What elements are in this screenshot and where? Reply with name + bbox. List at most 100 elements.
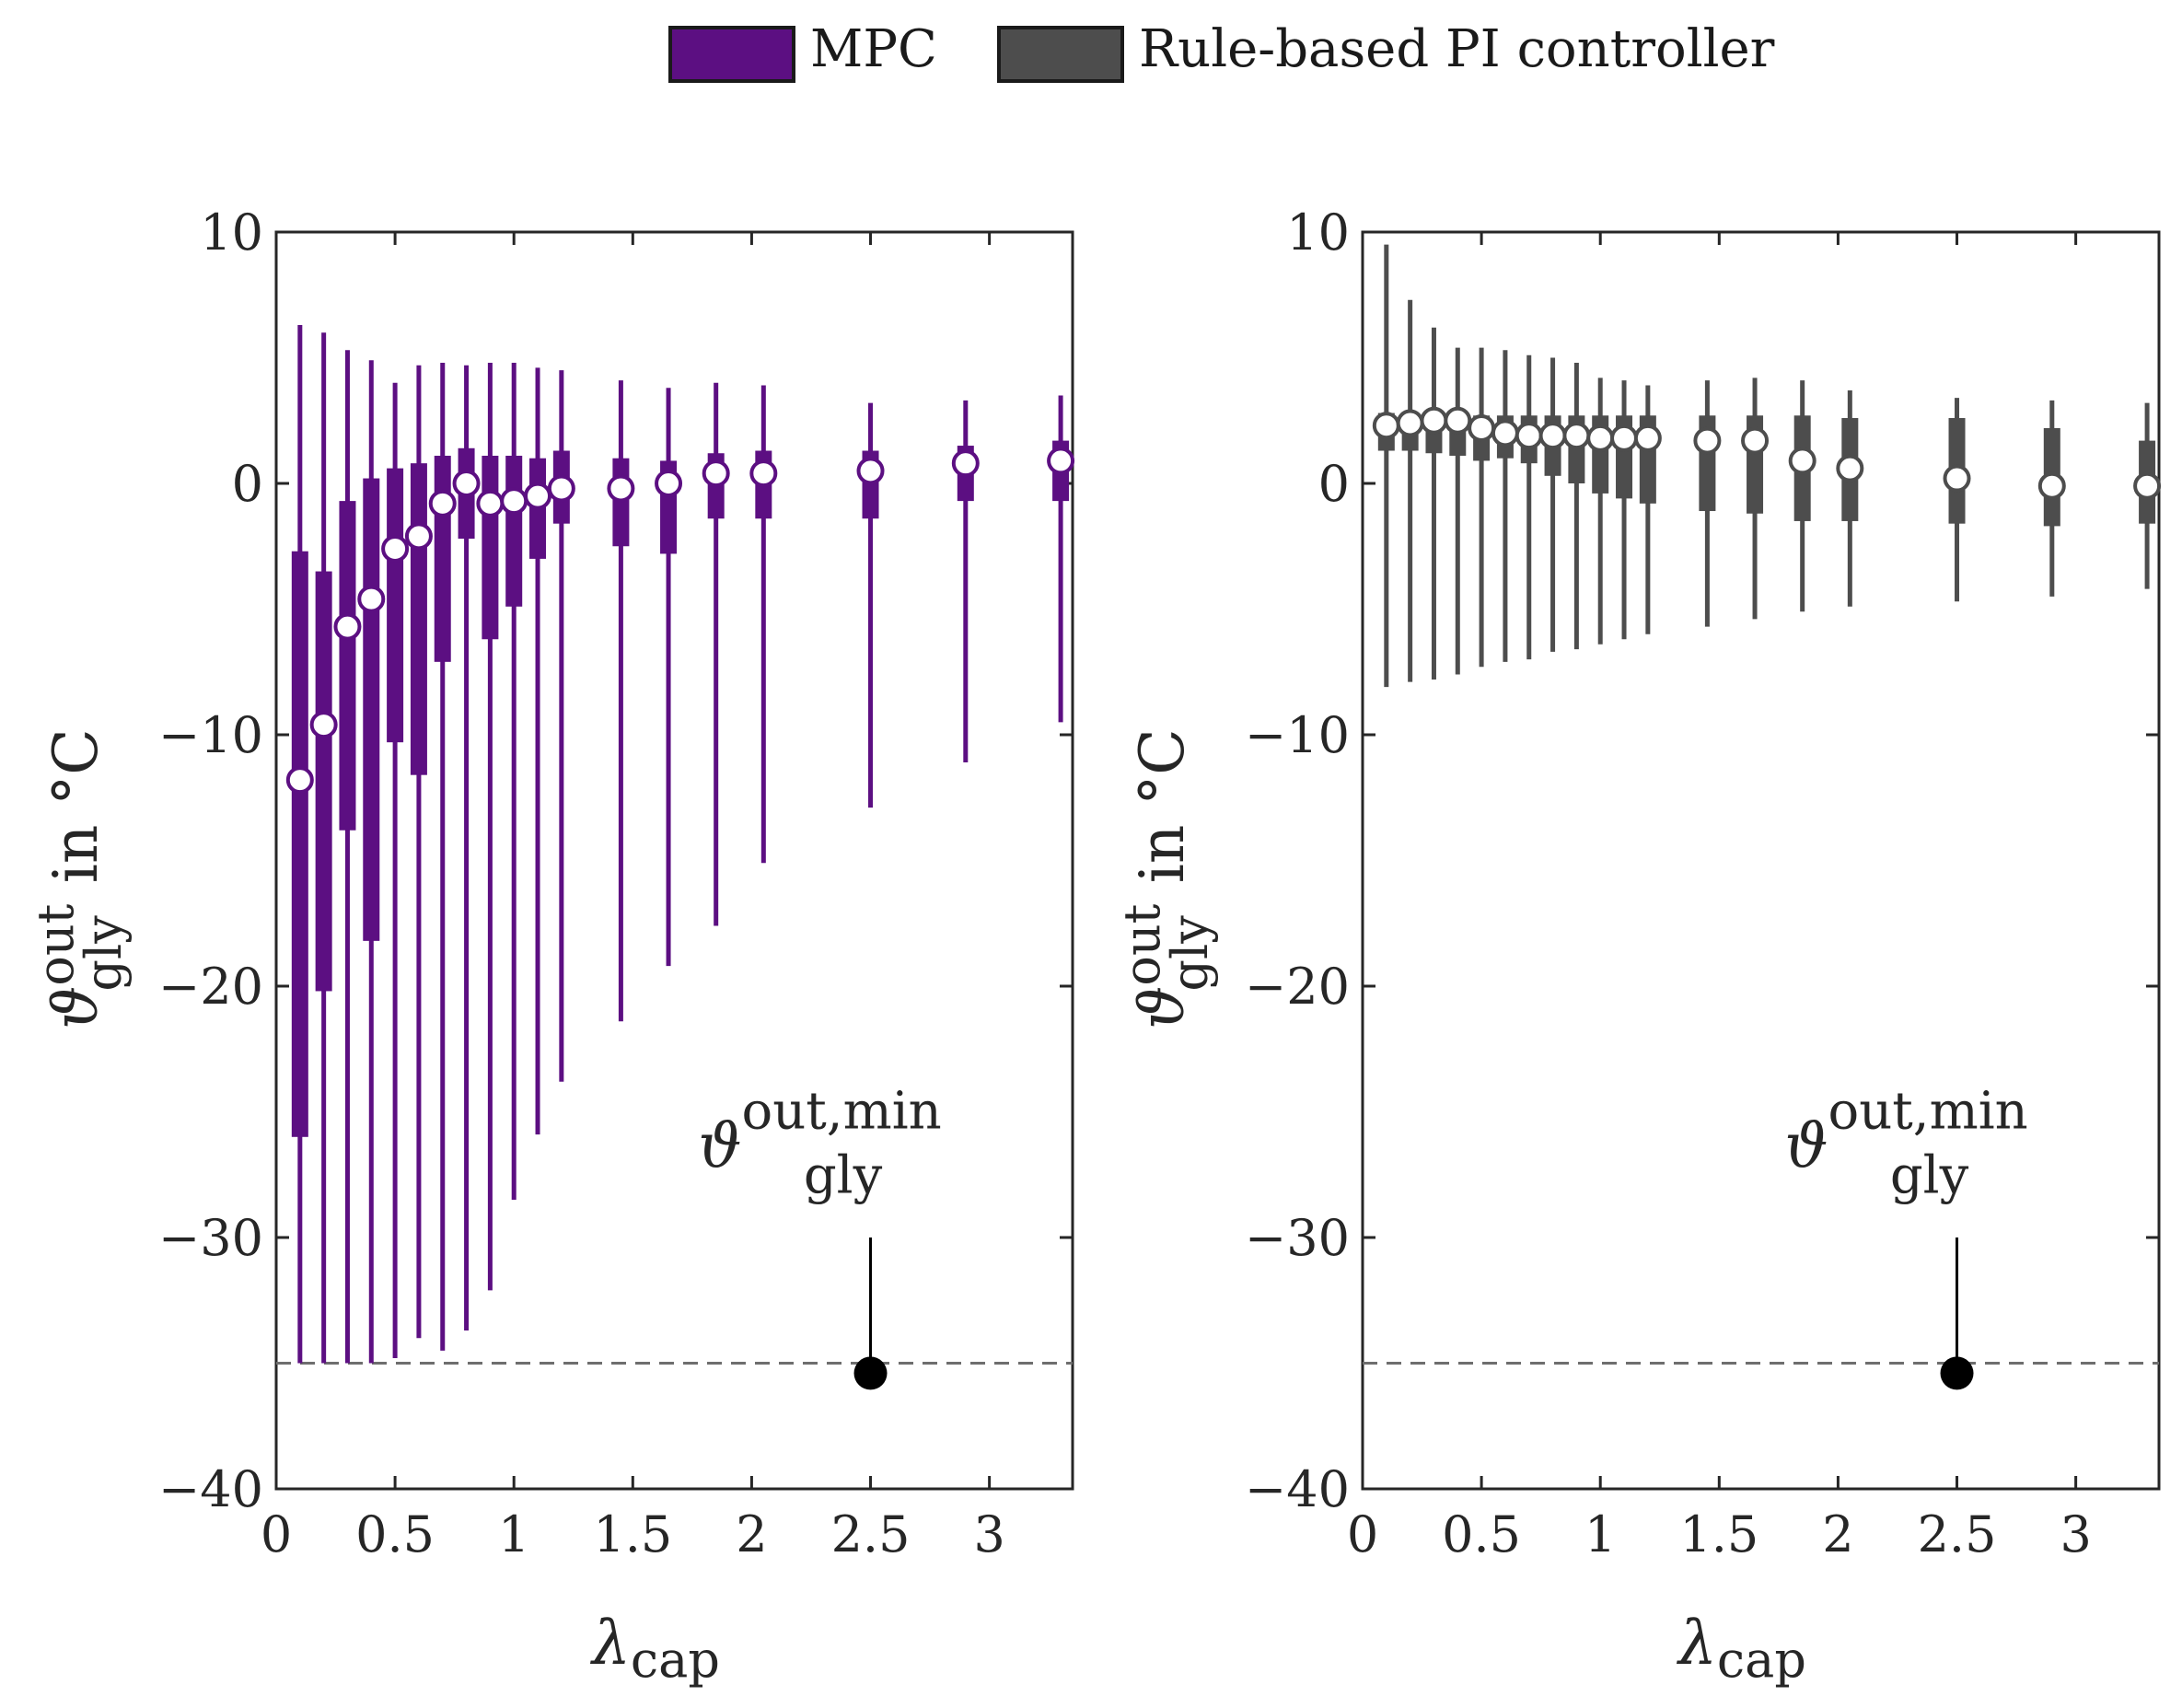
box-pi	[1372, 244, 1400, 688]
box-mpc	[547, 370, 575, 1082]
box-pi	[1741, 378, 1770, 620]
y-tick-label-mpc: −30	[158, 1209, 263, 1267]
box-mpc	[357, 360, 386, 1364]
median-marker-pi	[1633, 424, 1662, 452]
median-marker-pi	[1468, 413, 1496, 442]
box-pi	[1444, 347, 1472, 675]
x-tick-label-pi: 3	[2060, 1505, 2091, 1563]
box-mpc	[749, 385, 778, 864]
x-axis-sub: cap	[1717, 1631, 1806, 1689]
median-marker-mpc	[452, 470, 481, 497]
median-marker-mpc	[524, 482, 552, 510]
box-mpc	[500, 362, 528, 1201]
y-axis-suffix: in °C	[41, 728, 111, 902]
y-tick-label-pi: −30	[1245, 1209, 1350, 1267]
median-marker-mpc	[404, 522, 433, 551]
iqr-box-mpc	[410, 463, 427, 775]
iqr-box-mpc	[363, 478, 380, 941]
box-pi	[1610, 380, 1639, 640]
box-mpc	[702, 382, 730, 926]
y-tick-label-pi: −10	[1245, 706, 1350, 764]
median-marker-pi	[1836, 454, 1864, 482]
median-marker-pi	[1741, 426, 1770, 455]
y-axis-suffix: in °C	[1127, 728, 1198, 902]
annotation-symbol: ϑ	[1784, 1111, 1828, 1182]
median-marker-pi	[1420, 406, 1448, 435]
box-pi	[1943, 398, 1971, 602]
y-axis-symbol: ϑ	[41, 986, 111, 1029]
annotation-marker-mpc	[853, 1356, 888, 1390]
box-mpc	[428, 362, 457, 1351]
iqr-box-mpc	[339, 501, 356, 831]
median-marker-pi	[2037, 471, 2066, 500]
legend-swatch-pi	[997, 26, 1124, 83]
annotation-symbol: ϑ	[698, 1111, 741, 1182]
iqr-box-mpc	[434, 455, 451, 662]
y-tick-label-mpc: −20	[158, 958, 263, 1016]
median-marker-pi	[1396, 409, 1424, 437]
median-marker-mpc	[476, 489, 505, 517]
iqr-box-mpc	[505, 455, 523, 607]
box-mpc	[524, 367, 552, 1135]
y-tick-label-pi: −20	[1245, 958, 1350, 1016]
iqr-box-mpc	[315, 571, 332, 992]
y-tick-label-mpc: −10	[158, 706, 263, 764]
annotation-label-mpc: ϑout,min gly	[698, 1082, 941, 1206]
median-marker-mpc	[951, 449, 980, 478]
box-pi	[1693, 380, 1722, 627]
x-axis-symbol: λ	[1676, 1608, 1717, 1679]
annotation-sup: out,min	[1828, 1082, 2028, 1142]
box-pi	[1515, 354, 1543, 660]
y-axis-label-mpc: ϑoutgly in °C	[27, 728, 133, 1029]
legend-label-pi: Rule-based PI controller	[1139, 19, 1775, 79]
y-axis-sup: out	[1113, 903, 1171, 985]
x-axis-symbol: λ	[589, 1608, 631, 1679]
median-marker-pi	[1693, 426, 1722, 455]
x-tick-label-mpc: 3	[973, 1505, 1004, 1563]
x-tick-label-pi: 1	[1584, 1505, 1616, 1563]
axes-frame-pi	[1361, 230, 2161, 1491]
iqr-box-mpc	[612, 458, 630, 547]
x-tick-label-pi: 2.5	[1918, 1505, 1997, 1563]
median-marker-mpc	[381, 534, 410, 563]
x-axis-label-pi: λcap	[1676, 1608, 1806, 1689]
median-marker-mpc	[702, 459, 730, 488]
legend: MPC Rule-based PI controller	[668, 19, 1775, 83]
x-tick-label-pi: 2	[1822, 1505, 1853, 1563]
y-tick-label-mpc: 10	[200, 203, 263, 261]
box-mpc	[607, 380, 635, 1022]
box-pi	[1788, 380, 1816, 612]
median-marker-mpc	[1047, 447, 1075, 475]
median-marker-pi	[1788, 447, 1816, 475]
iqr-box-mpc	[482, 455, 499, 640]
median-marker-mpc	[428, 489, 457, 517]
y-axis-symbol: ϑ	[1127, 986, 1198, 1029]
y-tick-label-pi: 0	[1318, 455, 1350, 513]
x-axis-sub: cap	[631, 1631, 720, 1689]
median-marker-mpc	[607, 474, 635, 503]
box-pi	[2133, 402, 2162, 589]
x-tick-label-pi: 1.5	[1679, 1505, 1758, 1563]
annotation-label-pi: ϑout,min gly	[1784, 1082, 2027, 1206]
annotation-marker-pi	[1940, 1356, 1974, 1390]
median-marker-pi	[1562, 422, 1591, 450]
y-axis-sup: out	[27, 903, 85, 985]
box-pi	[1633, 385, 1662, 634]
median-marker-mpc	[500, 487, 528, 516]
box-mpc	[285, 325, 314, 1364]
median-marker-mpc	[309, 711, 338, 739]
median-marker-pi	[2133, 471, 2162, 500]
x-tick-label-mpc: 0.5	[355, 1505, 435, 1563]
box-pi	[1396, 299, 1424, 682]
legend-swatch-mpc	[668, 26, 795, 83]
median-marker-pi	[1515, 422, 1543, 450]
x-tick-label-pi: 0	[1347, 1505, 1378, 1563]
y-tick-label-pi: 10	[1286, 203, 1350, 261]
y-axis-label-pi: ϑoutgly in °C	[1113, 728, 1219, 1029]
median-marker-mpc	[856, 457, 885, 485]
box-pi	[2037, 400, 2066, 597]
y-tick-label-mpc: 0	[232, 455, 263, 513]
axes-frame-mpc	[274, 230, 1074, 1491]
box-pi	[1836, 389, 1864, 607]
x-tick-label-mpc: 2.5	[831, 1505, 911, 1563]
